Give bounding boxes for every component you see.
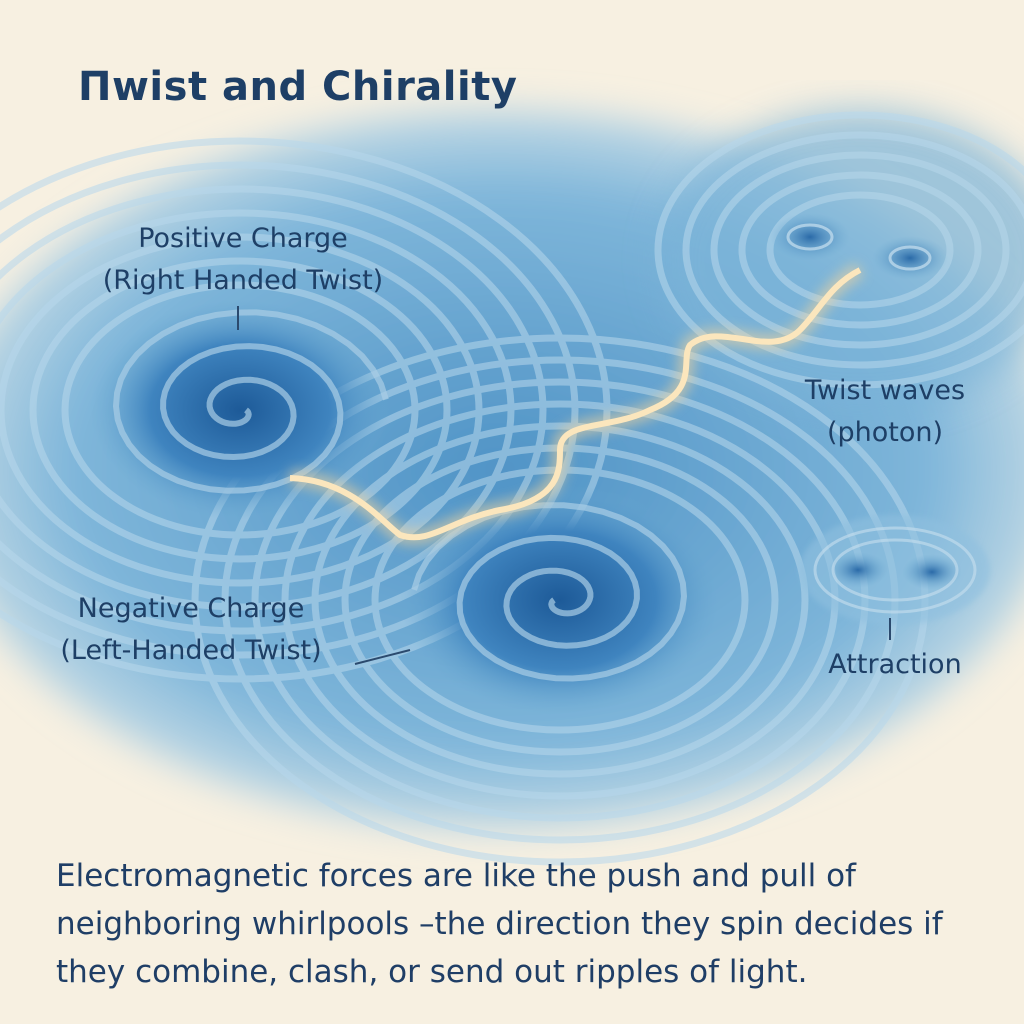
twist-waves-label: Twist waves (photon) (770, 370, 1000, 454)
negative-charge-leader (354, 649, 411, 665)
negative-charge-label: Negative Charge (Left-Handed Twist) (36, 588, 346, 672)
caption-line-2: neighboring whirlpools –the direction th… (56, 906, 943, 942)
ripple-ring (29, 257, 451, 563)
ripple-ring (311, 422, 809, 778)
ripple-ring (738, 171, 982, 329)
positive-charge-subtitle: (Right Handed Twist) (102, 265, 384, 296)
caption: Electromagnetic forces are like the push… (56, 852, 986, 996)
twist-waves-title: Twist waves (804, 375, 966, 406)
caption-line-1: Electromagnetic forces are like the push… (56, 858, 856, 894)
small-vortex-pair-top (770, 213, 948, 280)
caption-line-3: they combine, clash, or send out ripples… (56, 954, 808, 990)
positive-charge-label: Positive Charge (Right Handed Twist) (58, 218, 428, 302)
negative-charge-title: Negative Charge (77, 593, 305, 624)
twist-waves-subtitle: (photon) (826, 417, 944, 448)
ripple-ring (0, 161, 579, 659)
ripple-ring (654, 111, 1024, 389)
negative-charge-subtitle: (Left-Handed Twist) (60, 635, 322, 666)
page-title: Πwist and Chirality (78, 64, 518, 110)
negative-vortex (400, 485, 720, 715)
spiral-arm (112, 309, 389, 494)
positive-charge-title: Positive Charge (138, 223, 348, 254)
ripple-ring (682, 131, 1024, 369)
photon-wave (289, 262, 864, 546)
positive-vortex (90, 300, 390, 520)
spiral-arm (411, 502, 688, 682)
ripple-ring (710, 151, 1010, 349)
attraction-vortex-pair (800, 515, 990, 625)
ripple-ring (766, 191, 954, 309)
attraction-label: Attraction (828, 649, 962, 680)
ripple-ring (0, 185, 547, 635)
